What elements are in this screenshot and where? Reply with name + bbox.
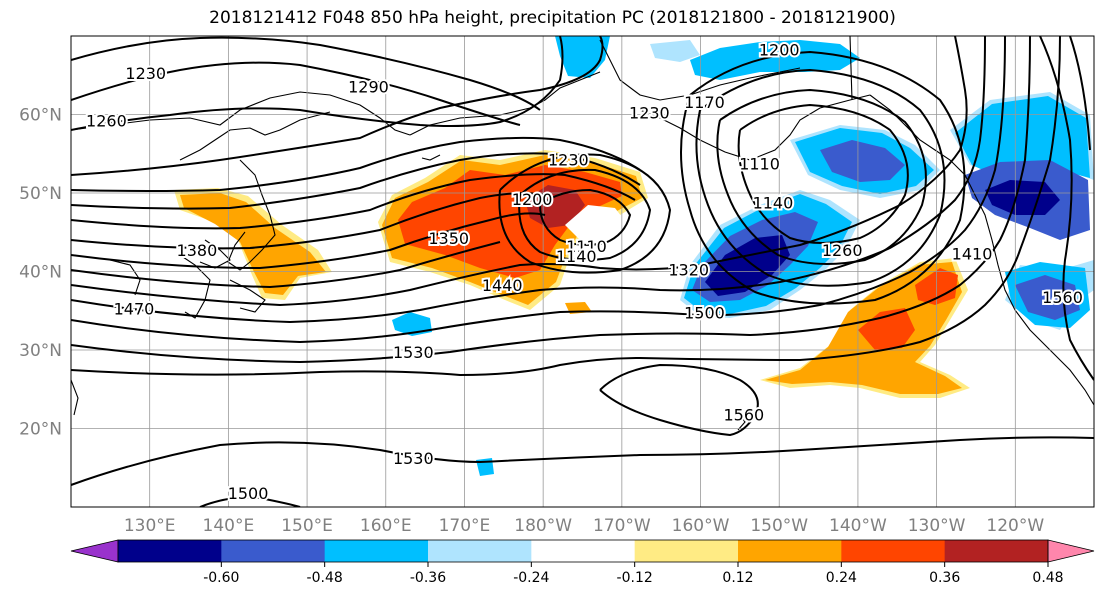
lon-label: 120°W (986, 516, 1044, 536)
colorbar-extend-low (70, 539, 119, 563)
contour-label: 1110 (739, 154, 780, 173)
contour-label: 1260 (86, 111, 127, 130)
map-frame (70, 35, 1095, 508)
colorbar-tick-label: -0.36 (410, 570, 446, 586)
colorbar-tick-label: 0.48 (1032, 570, 1063, 586)
contour-label: 1500 (228, 484, 269, 503)
precip-negative-small-1 (392, 312, 432, 336)
height-contours (71, 36, 1094, 507)
lon-label: 140°W (829, 516, 887, 536)
lon-label: 180°W (514, 516, 572, 536)
lat-label: 20°N (19, 420, 62, 440)
contour-label: 1200 (759, 41, 800, 60)
colorbar-segment (221, 540, 326, 562)
colorbar-segment (324, 540, 429, 562)
colorbar-segment (531, 540, 636, 562)
contour-label: 1140 (753, 194, 794, 213)
precip-low-center (565, 205, 628, 245)
contour-labels: 1230126012901230120011101140123011701200… (84, 39, 1085, 506)
precip-negative-alaska-core (820, 140, 905, 182)
colorbar-tick-label: 0.12 (722, 570, 753, 586)
lat-label: 60°N (19, 106, 62, 126)
lon-label: 150°W (750, 516, 808, 536)
contour-label: 1200 (512, 190, 553, 209)
contour-label: 1560 (723, 406, 764, 425)
lon-label: 170°W (593, 516, 651, 536)
colorbar-tick-label: -0.24 (513, 570, 549, 586)
longitude-labels: 130°E 140°E 150°E 160°E 170°E 180°W 170°W 160°W… (124, 516, 1045, 536)
contour-label: 1140 (556, 247, 597, 266)
colorbar-segment (634, 540, 739, 562)
contour-label: 1260 (822, 241, 863, 260)
gridlines (71, 36, 1094, 507)
contour-label: 1560 (1042, 288, 1083, 307)
lat-label: 40°N (19, 263, 62, 283)
colorbar: -0.60 -0.48 -0.36 -0.24 -0.12 0.12 0.24 0.36 0.4… (70, 539, 1095, 586)
colorbar-segment (738, 540, 842, 562)
contour-label: 1320 (668, 260, 709, 279)
colorbar-segment (118, 540, 222, 562)
lon-label: 170°E (439, 516, 491, 536)
contour-label: 1230 (548, 151, 589, 170)
chart-title: 2018121412 F048 850 hPa height, precipit… (209, 8, 896, 28)
contour-label: 1500 (684, 304, 725, 323)
contour-label: 1470 (114, 300, 155, 319)
lon-label: 160°E (360, 516, 412, 536)
lon-label: 160°W (672, 516, 730, 536)
contour-label: 1410 (952, 245, 993, 264)
contour-label: 1230 (125, 64, 166, 83)
contour-label: 1170 (684, 93, 725, 112)
colorbar-tick-label: -0.48 (307, 570, 343, 586)
contour-label: 1380 (177, 241, 218, 260)
contour-label: 1530 (393, 343, 434, 362)
latitude-labels: 60°N 50°N 40°N 30°N 20°N (19, 106, 62, 440)
colorbar-segment (944, 540, 1049, 562)
colorbar-extend-high (1047, 539, 1095, 563)
colorbar-tick-label: 0.24 (826, 570, 857, 586)
precip-positive-japan-core (180, 193, 326, 295)
precip-negative-bering (555, 36, 610, 78)
precip-positive-central-max (525, 185, 585, 228)
colorbar-segment (841, 540, 946, 562)
lon-label: 130°E (124, 516, 176, 536)
lon-label: 150°E (281, 516, 333, 536)
colorbar-tick-label: -0.60 (203, 570, 239, 586)
contour-label: 1230 (629, 103, 670, 122)
lat-label: 30°N (19, 341, 62, 361)
contour-label: 1530 (393, 449, 434, 468)
contour-label: 1110 (566, 237, 607, 256)
colorbar-tick-label: 0.36 (929, 570, 960, 586)
contour-label: 1350 (428, 229, 469, 248)
lon-label: 140°E (203, 516, 255, 536)
precip-positive-east-core (858, 308, 915, 350)
contour-label: 1290 (348, 78, 389, 97)
lon-label: 130°W (908, 516, 966, 536)
colorbar-segment (428, 540, 532, 562)
precip-negative-northalaska-light (650, 40, 700, 62)
contour-label: 1440 (482, 276, 523, 295)
colorbar-tick-label: -0.12 (617, 570, 653, 586)
colorbar-frame (117, 539, 1049, 563)
lat-label: 50°N (19, 184, 62, 204)
